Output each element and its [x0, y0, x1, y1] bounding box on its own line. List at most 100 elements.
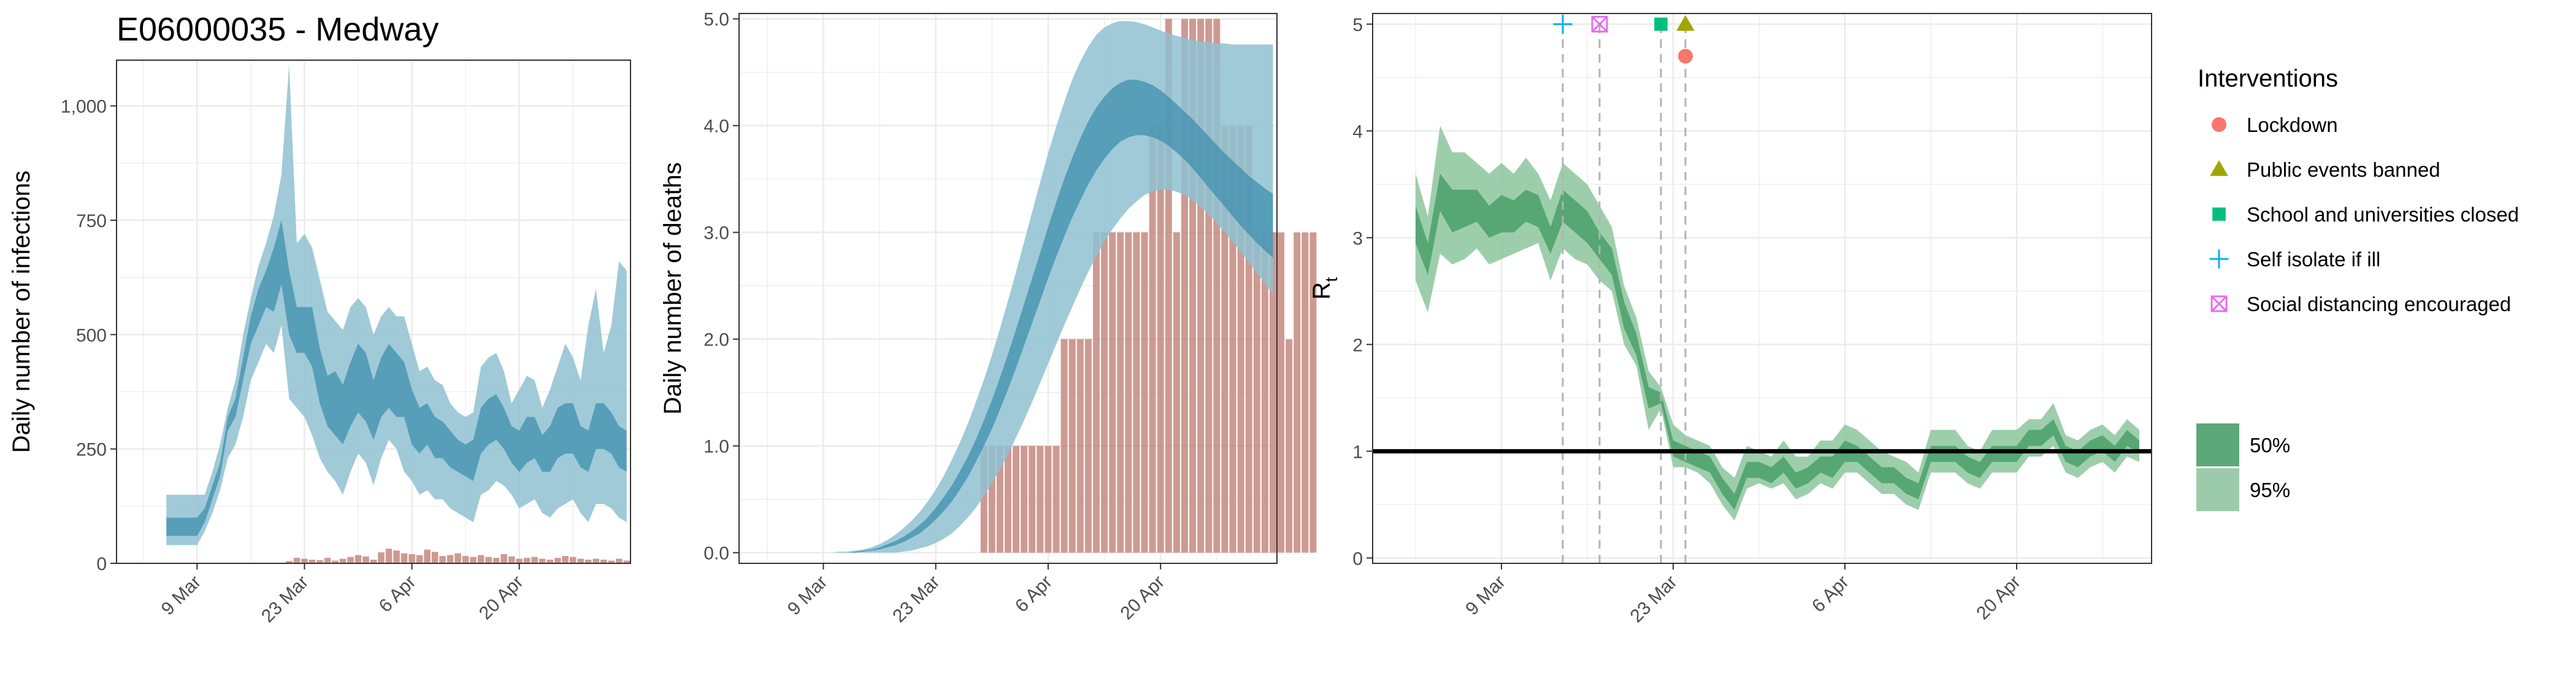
observed-bar: [431, 552, 439, 563]
legend-bands: 50% 95%: [2196, 423, 2290, 511]
observed-bar: [1021, 446, 1028, 553]
band-95: [1416, 125, 2139, 521]
panel-title: E06000035 - Medway: [117, 11, 439, 48]
observed-bar: [1253, 232, 1260, 553]
observed-bar: [592, 558, 599, 563]
observed-bar: [408, 554, 415, 563]
observed-bar: [301, 558, 308, 563]
y-tick-label: 500: [76, 325, 107, 345]
observed-bar: [1269, 232, 1276, 553]
y-axis-title: Daily number of infections: [8, 171, 35, 453]
observed-bar: [385, 549, 393, 563]
y-tick-label: 5: [1352, 15, 1363, 35]
y-axis-title: Daily number of deaths: [659, 162, 686, 414]
intervention-marker-square: [1654, 17, 1668, 31]
observed-bar: [1037, 446, 1044, 553]
observed-bar: [1157, 125, 1164, 553]
legend-band-swatch: [2196, 468, 2239, 511]
legend-key-plus: [2209, 249, 2229, 269]
observed-bars: [980, 18, 1317, 553]
observed-bar: [1101, 232, 1108, 553]
observed-bar: [554, 558, 561, 563]
observed-bar: [1221, 125, 1229, 553]
band-50: [791, 79, 1273, 553]
legend-label: Social distancing encouraged: [2247, 293, 2511, 315]
y-tick-label: 3.0: [703, 223, 729, 244]
band-50: [166, 220, 627, 536]
intervention-marker-circle: [1678, 48, 1693, 64]
y-tick-label: 0.0: [703, 544, 729, 564]
intervention-lines: [1562, 24, 1687, 563]
observed-bar: [447, 555, 454, 563]
observed-bar: [370, 560, 377, 563]
intervention-marker-triangle: [1676, 15, 1695, 31]
observed-bar: [493, 558, 500, 563]
uncertainty-bands: [166, 64, 627, 546]
y-tick-label: 1,000: [61, 97, 107, 117]
observed-bar: [1029, 446, 1036, 553]
observed-bar: [1173, 232, 1180, 553]
y-ticks: 0 1 2 3 4 5: [1352, 15, 1373, 569]
observed-bar: [1013, 446, 1020, 553]
observed-bar: [339, 558, 347, 563]
panel-frame: [738, 13, 1278, 564]
observed-bar: [516, 558, 523, 563]
observed-bar: [454, 553, 461, 563]
y-tick-label: 1.0: [703, 437, 729, 457]
observed-bar: [623, 560, 630, 563]
observed-bar: [1261, 232, 1268, 553]
observed-bar: [1229, 125, 1236, 553]
band-50: [1416, 174, 2139, 510]
observed-bar: [293, 558, 301, 563]
y-tick-label: 4.0: [703, 117, 729, 137]
observed-bar: [1189, 18, 1197, 553]
intervention-marker-plus: [1553, 14, 1573, 34]
observed-bar: [1076, 339, 1084, 553]
legend-key-square: [2212, 207, 2226, 221]
observed-bar: [1205, 18, 1213, 553]
y-tick-label: 1: [1352, 442, 1363, 462]
legend-band-label: 95%: [2250, 479, 2290, 501]
observed-bar: [1149, 125, 1156, 553]
gridlines: [1373, 14, 2152, 563]
observed-bar: [1301, 232, 1309, 553]
rt-label: R: [1308, 282, 1335, 299]
observed-bar: [600, 560, 607, 563]
y-axis-title: Rt: [1308, 277, 1341, 299]
legend-key-boxx: [2210, 295, 2228, 312]
observed-bar: [355, 555, 362, 563]
observed-bar: [1109, 232, 1116, 553]
observed-bar: [1286, 339, 1293, 553]
band-95: [166, 64, 627, 546]
panel-frame: [1372, 13, 2152, 564]
legend-title: Interventions: [2198, 65, 2338, 92]
observed-bar: [1197, 18, 1205, 553]
observed-bar: [1294, 232, 1301, 553]
observed-bar: [1133, 232, 1140, 553]
observed-bar: [332, 560, 339, 563]
y-tick-label: 2: [1352, 335, 1363, 355]
y-ticks: 0 250 500 750 1,000: [61, 97, 117, 574]
legend-label: School and universities closed: [2247, 203, 2519, 226]
observed-bar: [1052, 446, 1060, 553]
observed-bar: [378, 552, 385, 563]
observed-bar: [362, 556, 369, 563]
y-tick-label: 750: [76, 211, 107, 231]
y-tick-label: 0: [96, 554, 107, 574]
observed-bar: [309, 560, 316, 563]
panel-frame: [116, 60, 631, 564]
observed-bar: [424, 549, 431, 563]
observed-bar: [1125, 232, 1132, 553]
y-tick-label: 0: [1352, 549, 1363, 569]
observed-bar: [324, 558, 331, 563]
observed-bar: [980, 446, 987, 553]
observed-bar: [539, 558, 546, 563]
legend-band-label: 50%: [2250, 434, 2290, 457]
observed-bar: [1237, 125, 1244, 553]
observed-bar: [1245, 125, 1252, 553]
observed-bar: [562, 556, 569, 563]
observed-bar: [523, 558, 531, 563]
observed-bar: [508, 556, 515, 563]
